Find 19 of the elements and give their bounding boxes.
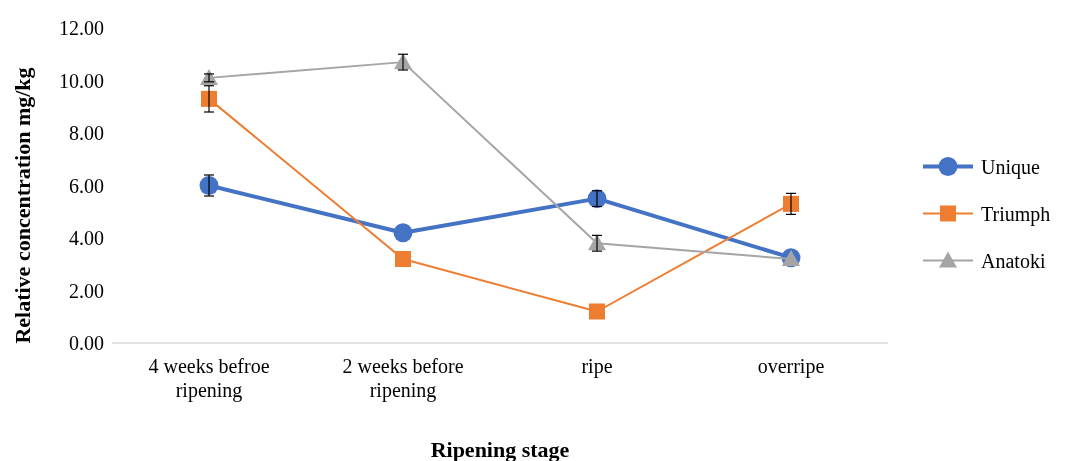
legend-label: Triumph (981, 202, 1051, 226)
legend-label: Anatoki (981, 249, 1046, 272)
legend-label: Unique (981, 155, 1040, 179)
y-tick-label: 2.00 (69, 279, 104, 302)
y-tick-label: 0.00 (69, 332, 104, 354)
x-axis-title: Ripening stage (430, 437, 570, 461)
x-tick-label: ripe (581, 355, 613, 378)
y-tick-label: 12.00 (59, 17, 104, 39)
x-tick-label: 2 weeks before ripening (342, 355, 464, 402)
y-tick-label: 8.00 (69, 122, 104, 144)
y-tick-label: 6.00 (69, 174, 104, 197)
x-tick-label: overripe (757, 355, 825, 378)
y-axis-title: Relative concentration mg/kg (10, 67, 35, 344)
y-tick-label: 4.00 (69, 227, 104, 249)
point (589, 303, 605, 320)
point (395, 251, 411, 267)
y-tick-label: 10.00 (59, 69, 104, 92)
x-tick-label: 4 weeks befroe ripening (148, 355, 270, 402)
point (393, 223, 413, 243)
